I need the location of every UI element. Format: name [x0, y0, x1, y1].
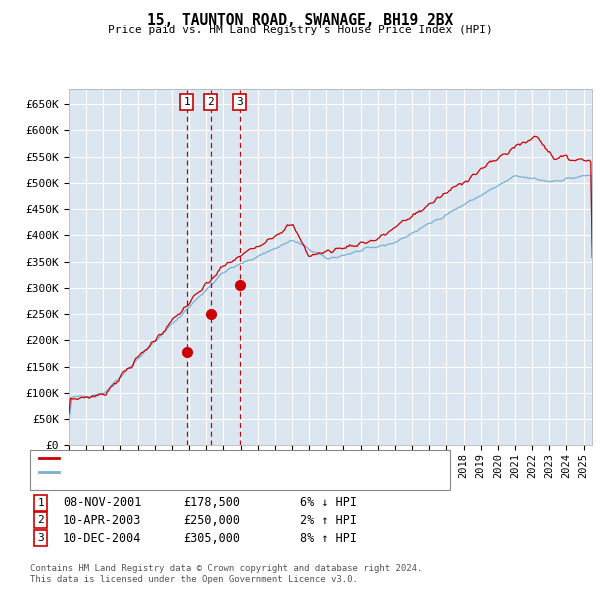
Text: £305,000: £305,000 — [183, 532, 240, 545]
Text: HPI: Average price, detached house, Dorset: HPI: Average price, detached house, Dors… — [62, 467, 325, 477]
Text: Price paid vs. HM Land Registry's House Price Index (HPI): Price paid vs. HM Land Registry's House … — [107, 25, 493, 35]
Text: 1: 1 — [37, 498, 44, 507]
Text: 15, TAUNTON ROAD, SWANAGE, BH19 2BX: 15, TAUNTON ROAD, SWANAGE, BH19 2BX — [147, 13, 453, 28]
Text: £250,000: £250,000 — [183, 514, 240, 527]
Text: Contains HM Land Registry data © Crown copyright and database right 2024.: Contains HM Land Registry data © Crown c… — [30, 565, 422, 573]
Text: This data is licensed under the Open Government Licence v3.0.: This data is licensed under the Open Gov… — [30, 575, 358, 584]
Text: £178,500: £178,500 — [183, 496, 240, 509]
Text: 08-NOV-2001: 08-NOV-2001 — [63, 496, 142, 509]
Text: 2% ↑ HPI: 2% ↑ HPI — [300, 514, 357, 527]
Text: 6% ↓ HPI: 6% ↓ HPI — [300, 496, 357, 509]
Text: 2: 2 — [37, 516, 44, 525]
Text: 2: 2 — [208, 97, 214, 107]
Text: 10-APR-2003: 10-APR-2003 — [63, 514, 142, 527]
Text: 1: 1 — [184, 97, 190, 107]
Text: 15, TAUNTON ROAD, SWANAGE, BH19 2BX (detached house): 15, TAUNTON ROAD, SWANAGE, BH19 2BX (det… — [62, 453, 387, 463]
Text: 3: 3 — [37, 533, 44, 543]
Text: 3: 3 — [236, 97, 243, 107]
Text: 10-DEC-2004: 10-DEC-2004 — [63, 532, 142, 545]
Text: 8% ↑ HPI: 8% ↑ HPI — [300, 532, 357, 545]
